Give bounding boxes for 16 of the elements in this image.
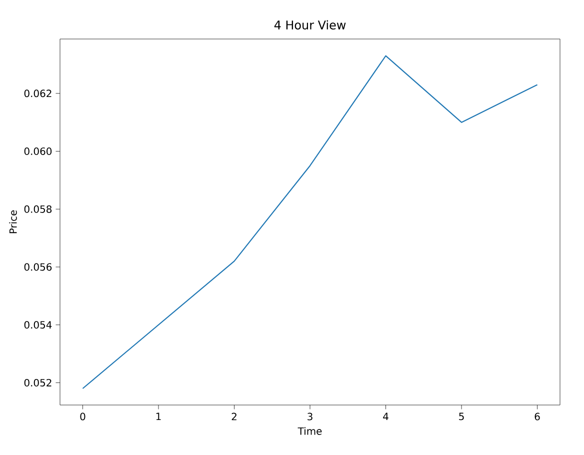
x-tick-label: 3 bbox=[308, 412, 312, 420]
y-axis-title: Price bbox=[9, 210, 17, 234]
x-axis-title: Time bbox=[298, 427, 322, 435]
x-tick-label: 4 bbox=[383, 412, 388, 420]
y-tick-label: 0.060 bbox=[24, 147, 52, 156]
x-tick-label: 2 bbox=[232, 412, 236, 420]
y-tick-label: 0.056 bbox=[24, 263, 52, 271]
y-tick-label: 0.058 bbox=[24, 205, 52, 213]
x-tick-label: 0 bbox=[80, 412, 86, 420]
chart-title: 4 Hour View bbox=[274, 20, 346, 30]
x-tick-label: 1 bbox=[156, 412, 161, 420]
y-tick-label: 0.062 bbox=[24, 90, 52, 98]
x-tick-label: 6 bbox=[534, 412, 540, 420]
y-tick-label: 0.052 bbox=[24, 378, 52, 386]
x-tick-label: 5 bbox=[459, 412, 464, 420]
y-tick-label: 0.054 bbox=[24, 321, 52, 329]
